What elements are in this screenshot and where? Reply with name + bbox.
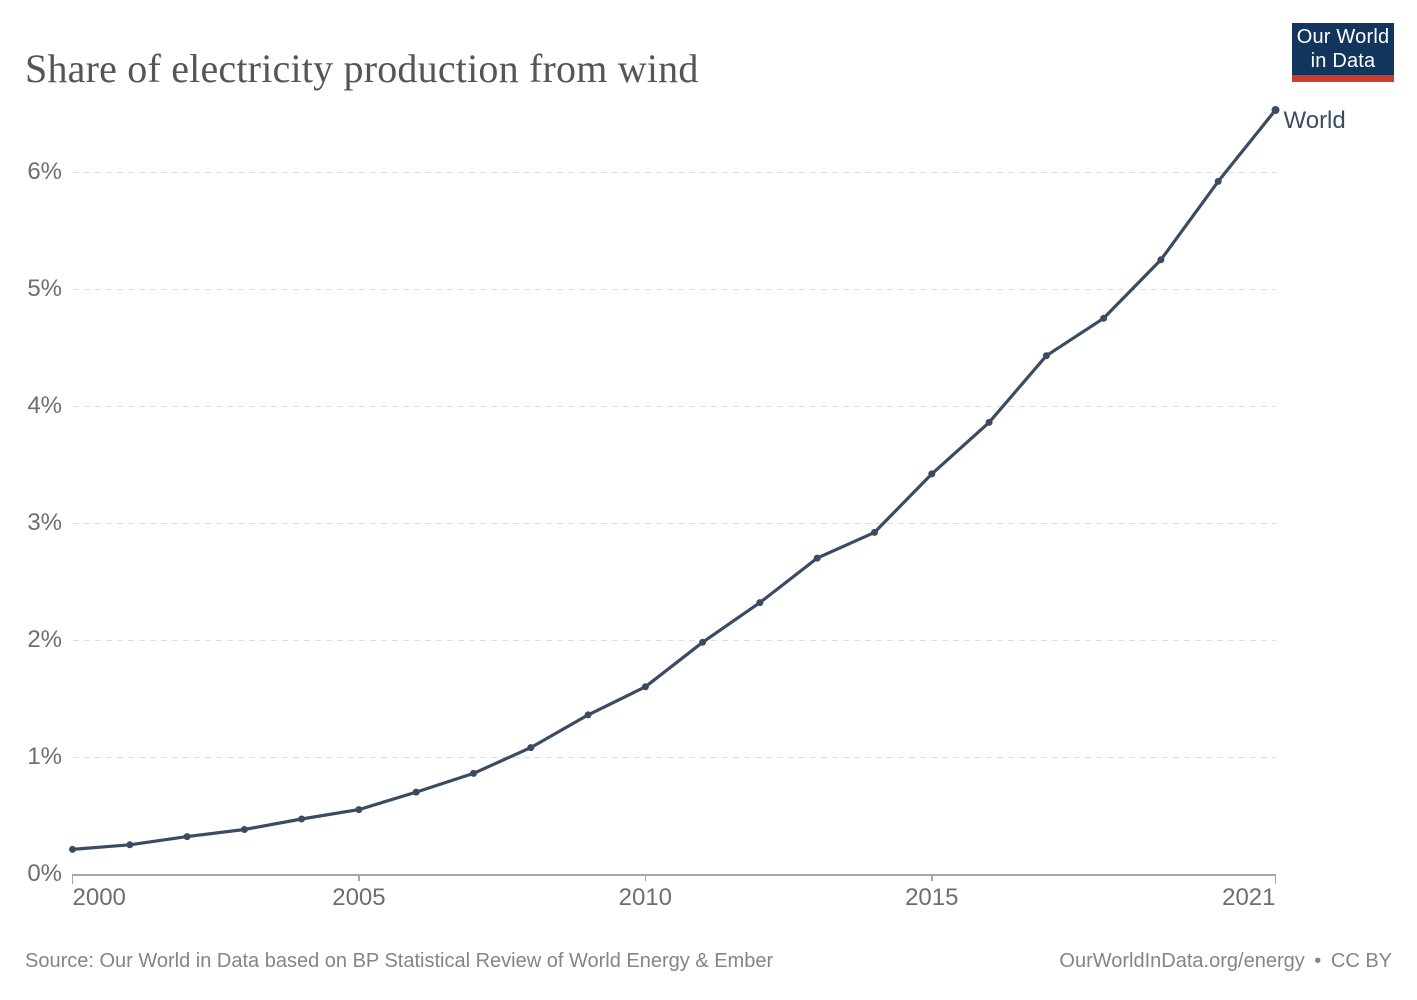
x-axis-tick bbox=[358, 874, 360, 881]
data-point[interactable] bbox=[641, 683, 649, 691]
data-point[interactable] bbox=[1157, 256, 1165, 264]
footer-credit-link[interactable]: OurWorldInData.org/energy bbox=[1059, 950, 1305, 972]
owid-logo[interactable]: Our World in Data bbox=[1292, 23, 1394, 82]
y-axis-tick-label: 5% bbox=[27, 275, 62, 302]
data-point[interactable] bbox=[1271, 106, 1280, 114]
data-point[interactable] bbox=[699, 638, 707, 646]
world-line bbox=[70, 108, 1278, 852]
y-axis-tick-label: 2% bbox=[27, 626, 62, 653]
x-axis-tick-label: 2010 bbox=[618, 884, 673, 911]
footer-license-link[interactable]: CC BY bbox=[1330, 950, 1392, 972]
x-axis-tick bbox=[1274, 874, 1277, 884]
data-point[interactable] bbox=[126, 841, 134, 849]
gridline bbox=[72, 172, 1276, 173]
data-point[interactable] bbox=[470, 769, 477, 777]
gridline bbox=[72, 523, 1276, 524]
gridline bbox=[72, 757, 1276, 758]
data-point[interactable] bbox=[240, 826, 248, 833]
x-axis-tick bbox=[644, 874, 647, 881]
y-axis-tick-label: 1% bbox=[27, 743, 62, 770]
x-axis-tick-label: 2000 bbox=[72, 884, 126, 911]
data-point[interactable] bbox=[183, 833, 191, 841]
owid-logo-text: Our World in Data bbox=[1292, 23, 1394, 75]
y-axis-tick-label: 3% bbox=[27, 509, 62, 536]
footer-credit-separator: • bbox=[1314, 950, 1322, 972]
data-point[interactable] bbox=[985, 418, 993, 426]
data-point[interactable] bbox=[813, 554, 821, 562]
footer-credit: OurWorldInData.org/energy • CC BY bbox=[1059, 950, 1392, 973]
data-point[interactable] bbox=[69, 845, 76, 853]
chart-footer: Source: Our World in Data based on BP St… bbox=[25, 950, 1392, 973]
data-point[interactable] bbox=[756, 599, 764, 607]
y-axis-tick-label: 4% bbox=[27, 392, 62, 419]
data-point[interactable] bbox=[584, 711, 592, 719]
owid-logo-line2: in Data bbox=[1310, 50, 1376, 72]
data-point[interactable] bbox=[928, 470, 936, 478]
footer-source-text[interactable]: Source: Our World in Data based on BP St… bbox=[25, 950, 774, 972]
gridline bbox=[72, 640, 1276, 641]
gridline bbox=[72, 406, 1276, 407]
x-axis-tick-label: 2021 bbox=[1222, 884, 1276, 911]
y-axis-tick-label: 6% bbox=[27, 158, 62, 185]
owid-logo-line1: Our World bbox=[1296, 26, 1390, 48]
data-point[interactable] bbox=[1100, 314, 1108, 322]
x-axis-line bbox=[72, 874, 1276, 876]
data-point[interactable] bbox=[355, 806, 363, 814]
x-axis-tick bbox=[71, 874, 74, 884]
data-point[interactable] bbox=[527, 744, 535, 752]
y-axis-tick-label: 0% bbox=[27, 860, 62, 887]
data-point[interactable] bbox=[871, 528, 878, 536]
gridline bbox=[72, 289, 1276, 290]
data-point[interactable] bbox=[1214, 177, 1222, 185]
chart-title: Share of electricity production from win… bbox=[25, 45, 699, 91]
data-point[interactable] bbox=[412, 788, 420, 796]
data-point[interactable] bbox=[298, 815, 306, 823]
world-series-label: World bbox=[1283, 106, 1346, 134]
x-axis-tick-label: 2005 bbox=[332, 884, 386, 911]
x-axis-tick bbox=[931, 874, 933, 881]
x-axis-tick-label: 2015 bbox=[905, 884, 959, 911]
owid-logo-accent-bar bbox=[1292, 75, 1394, 82]
data-point[interactable] bbox=[1042, 352, 1050, 360]
